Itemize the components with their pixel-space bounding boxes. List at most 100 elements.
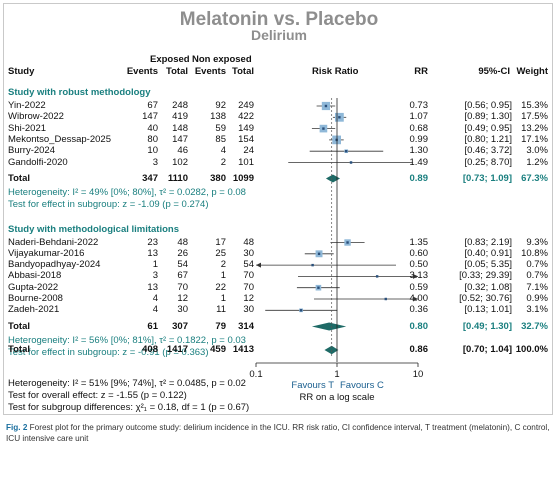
ci-value: [0.89; 1.30] bbox=[464, 111, 512, 123]
weight-value: 7.1% bbox=[526, 281, 548, 293]
total-nonexposed: 54 bbox=[243, 259, 254, 271]
weight-value: 67.3% bbox=[521, 172, 548, 184]
rr-value: 0.86 bbox=[409, 344, 429, 355]
events-exposed: 1 bbox=[152, 259, 158, 271]
overall-heterogeneity: Heterogeneity: I² = 51% [9%; 74%], τ² = … bbox=[8, 378, 246, 389]
events-exposed: 61 bbox=[147, 320, 158, 332]
total-nonexposed: 314 bbox=[238, 320, 254, 332]
total-nonexposed: 149 bbox=[238, 122, 254, 134]
total-label: Total bbox=[8, 344, 30, 355]
total-exposed: 248 bbox=[172, 100, 188, 111]
total-exposed: 1417 bbox=[166, 344, 188, 355]
effect-point bbox=[349, 161, 353, 164]
total-exposed: 48 bbox=[177, 236, 188, 248]
figure-frame bbox=[3, 3, 553, 415]
ci-value: [0.73; 1.09] bbox=[462, 172, 512, 184]
x-axis-label: RR on a log scale bbox=[300, 392, 375, 403]
ci-arrow-right bbox=[413, 296, 418, 302]
events-nonexposed: 85 bbox=[215, 133, 226, 145]
weight-value: 1.2% bbox=[526, 156, 548, 168]
total-nonexposed: 48 bbox=[243, 236, 254, 248]
caption-text: Forest plot for the primary outcome stud… bbox=[6, 423, 550, 443]
effect-point bbox=[324, 104, 328, 108]
weight-value: 13.2% bbox=[521, 122, 548, 134]
weight-value: 32.7% bbox=[521, 320, 548, 332]
effect-point bbox=[375, 275, 379, 278]
header-exposed: Exposed bbox=[150, 54, 190, 65]
header-total-nonexposed: Total bbox=[232, 66, 254, 77]
rr-value: 0.60 bbox=[409, 247, 429, 259]
events-exposed: 3 bbox=[152, 270, 158, 282]
x-tick-label: 0.1 bbox=[249, 369, 262, 380]
ci-value: [0.80; 1.21] bbox=[464, 133, 512, 145]
events-exposed: 13 bbox=[147, 247, 158, 259]
total-exposed: 148 bbox=[172, 122, 188, 134]
events-exposed: 4 bbox=[152, 304, 158, 316]
pooled-diamond bbox=[311, 322, 347, 331]
weight-value: 15.3% bbox=[521, 100, 548, 111]
group-heterogeneity: Heterogeneity: I² = 49% [0%; 80%], τ² = … bbox=[8, 187, 246, 198]
events-nonexposed: 138 bbox=[210, 111, 226, 123]
events-nonexposed: 59 bbox=[215, 122, 226, 134]
study-name: Shi-2021 bbox=[8, 122, 47, 134]
favours-treatment-label: Favours T bbox=[291, 380, 334, 391]
events-exposed: 4 bbox=[152, 293, 158, 304]
study-name: Zadeh-2021 bbox=[8, 304, 60, 316]
events-nonexposed: 1 bbox=[220, 293, 226, 304]
rr-value: 0.59 bbox=[409, 281, 429, 293]
study-name: Burry-2024 bbox=[8, 145, 55, 157]
study-name: Bandyopadhyay-2024 bbox=[8, 259, 101, 271]
events-nonexposed: 380 bbox=[210, 172, 226, 184]
events-nonexposed: 2 bbox=[220, 259, 226, 271]
rr-value: 0.80 bbox=[409, 320, 429, 332]
subgroup-difference-test: Test for subgroup differences: χ²₁ = 0.1… bbox=[8, 402, 250, 413]
events-exposed: 3 bbox=[152, 156, 158, 168]
total-nonexposed: 154 bbox=[238, 133, 254, 145]
rr-value: 0.68 bbox=[409, 122, 429, 134]
ci-value: [0.32; 1.08] bbox=[464, 281, 512, 293]
study-name: Vijayakumar-2016 bbox=[8, 247, 85, 259]
x-tick-label: 10 bbox=[413, 369, 424, 380]
pooled-diamond bbox=[325, 174, 341, 183]
rr-value: 1.07 bbox=[409, 111, 429, 123]
header-study: Study bbox=[8, 66, 35, 77]
study-name: Gupta-2022 bbox=[8, 281, 59, 293]
events-nonexposed: 22 bbox=[215, 281, 226, 293]
ci-value: [0.25; 8.70] bbox=[464, 156, 512, 168]
effect-point bbox=[299, 309, 303, 312]
rr-value: 0.89 bbox=[409, 172, 429, 184]
group-title: Study with robust methodology bbox=[8, 87, 151, 98]
ci-value: [0.40; 0.91] bbox=[464, 247, 512, 259]
study-name: Bourne-2008 bbox=[8, 293, 63, 304]
events-exposed: 147 bbox=[142, 111, 158, 123]
total-exposed: 30 bbox=[177, 304, 188, 316]
weight-value: 9.3% bbox=[526, 236, 548, 248]
total-nonexposed: 70 bbox=[243, 270, 254, 282]
caption-label: Fig. 2 bbox=[6, 423, 28, 432]
total-exposed: 419 bbox=[172, 111, 188, 123]
effect-point bbox=[317, 286, 320, 289]
effect-point bbox=[317, 252, 321, 255]
ci-value: [0.49; 0.95] bbox=[464, 122, 512, 134]
events-exposed: 23 bbox=[147, 236, 158, 248]
events-exposed: 13 bbox=[147, 281, 158, 293]
events-nonexposed: 459 bbox=[210, 344, 226, 355]
ci-value: [0.33; 29.39] bbox=[459, 270, 512, 282]
total-nonexposed: 30 bbox=[243, 304, 254, 316]
rr-value: 0.99 bbox=[409, 133, 429, 145]
events-exposed: 40 bbox=[147, 122, 158, 134]
total-nonexposed: 24 bbox=[243, 145, 254, 157]
weight-value: 3.1% bbox=[526, 304, 548, 316]
events-nonexposed: 11 bbox=[216, 304, 226, 316]
rr-value: 0.50 bbox=[409, 259, 429, 271]
total-exposed: 46 bbox=[177, 145, 188, 157]
figure-caption: Fig. 2 Forest plot for the primary outco… bbox=[6, 422, 552, 444]
group-title: Study with methodological limitations bbox=[8, 224, 180, 235]
ci-value: [0.70; 1.04] bbox=[462, 344, 512, 355]
header-risk-ratio: Risk Ratio bbox=[312, 66, 359, 77]
ci-value: [0.56; 0.95] bbox=[464, 100, 512, 111]
total-nonexposed: 1413 bbox=[232, 344, 254, 355]
effect-point bbox=[311, 263, 314, 267]
ci-value: [0.13; 1.01] bbox=[464, 304, 512, 316]
effect-point bbox=[338, 116, 341, 119]
